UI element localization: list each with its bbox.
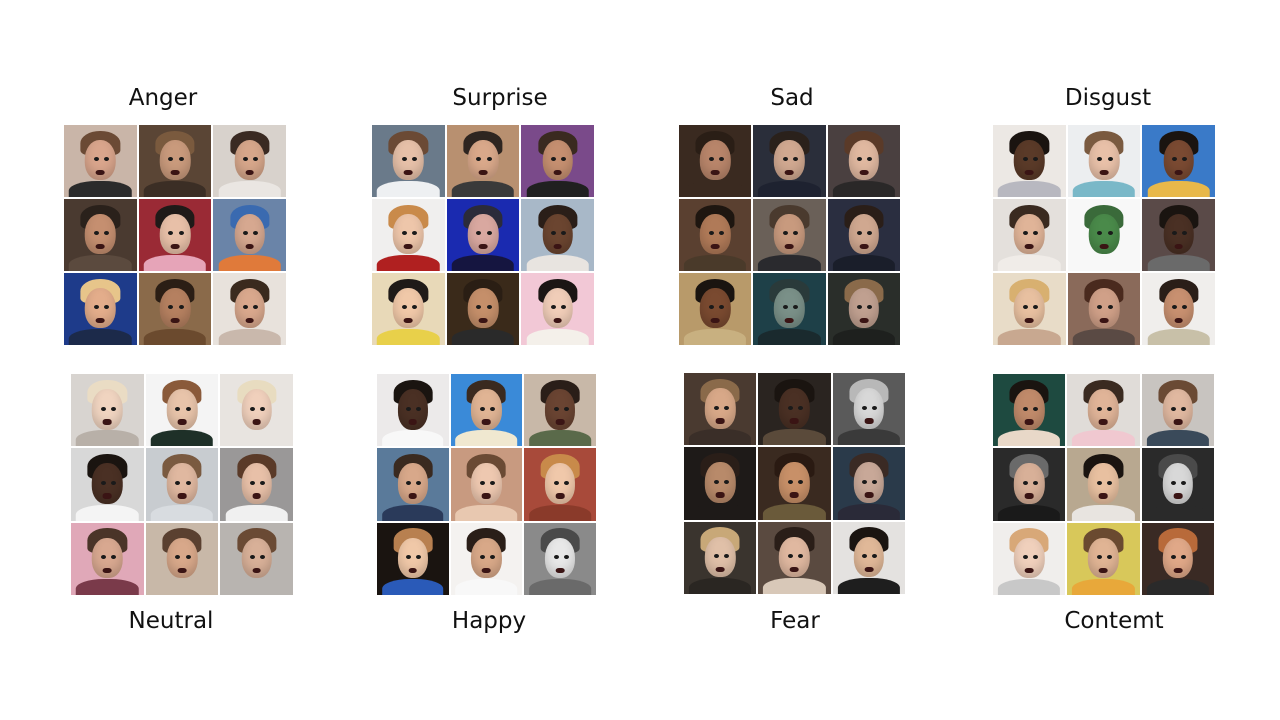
face-photo <box>1067 199 1141 271</box>
face-photo <box>138 273 212 345</box>
face-photo <box>521 273 594 345</box>
contempt-image-grid <box>993 374 1214 595</box>
face-photo <box>521 199 594 271</box>
label-contempt: Contemt <box>1064 608 1164 634</box>
face-photo <box>213 273 286 345</box>
label-neutral: Neutral <box>128 608 214 634</box>
label-anger: Anger <box>128 85 198 111</box>
face-photo <box>64 125 137 197</box>
face-photo <box>1142 273 1215 345</box>
face-photo <box>450 522 523 595</box>
face-photo <box>1067 273 1141 345</box>
face-photo <box>993 199 1066 271</box>
face-photo <box>1141 522 1214 595</box>
face-photo <box>758 447 831 520</box>
face-photo <box>993 448 1066 521</box>
face-photo <box>377 448 449 521</box>
face-photo <box>832 521 905 594</box>
face-photo <box>758 521 831 594</box>
neutral-image-grid <box>71 374 293 595</box>
disgust-image-grid <box>993 125 1215 345</box>
face-photo <box>993 374 1066 447</box>
face-photo <box>1142 125 1215 197</box>
face-photo <box>753 125 826 197</box>
label-surprise: Surprise <box>452 85 548 111</box>
face-photo <box>71 448 144 521</box>
label-fear: Fear <box>770 608 820 634</box>
face-photo <box>753 199 826 271</box>
face-photo <box>213 125 286 197</box>
label-happy: Happy <box>451 608 527 634</box>
face-photo <box>827 273 900 345</box>
face-photo <box>1141 374 1214 447</box>
face-photo <box>758 373 831 446</box>
face-photo <box>1067 374 1140 447</box>
face-photo <box>1067 448 1140 521</box>
face-photo <box>521 125 594 197</box>
face-photo <box>64 273 137 345</box>
face-photo <box>145 448 219 521</box>
face-photo <box>684 521 757 594</box>
happy-image-grid <box>377 374 596 595</box>
face-photo <box>827 199 900 271</box>
face-photo <box>145 374 219 447</box>
anger-image-grid <box>64 125 286 345</box>
face-photo <box>1141 448 1214 521</box>
face-photo <box>64 199 137 271</box>
face-photo <box>446 199 520 271</box>
face-photo <box>832 373 905 446</box>
face-photo <box>138 199 212 271</box>
face-photo <box>71 374 144 447</box>
face-photo <box>993 522 1066 595</box>
label-disgust: Disgust <box>1064 85 1152 111</box>
face-photo <box>372 273 445 345</box>
fear-image-grid <box>684 373 905 594</box>
face-photo <box>377 374 449 447</box>
face-photo <box>446 125 520 197</box>
face-photo <box>827 125 900 197</box>
sad-image-grid <box>679 125 900 345</box>
face-photo <box>684 373 757 446</box>
face-photo <box>832 447 905 520</box>
face-photo <box>450 374 523 447</box>
face-photo <box>679 199 752 271</box>
face-photo <box>213 199 286 271</box>
face-photo <box>993 125 1066 197</box>
face-photo <box>524 448 596 521</box>
face-photo <box>679 125 752 197</box>
face-photo <box>524 374 596 447</box>
face-photo <box>1067 125 1141 197</box>
face-photo <box>679 273 752 345</box>
face-photo <box>1067 522 1140 595</box>
surprise-image-grid <box>372 125 594 345</box>
face-photo <box>71 522 144 595</box>
face-photo <box>446 273 520 345</box>
face-photo <box>220 374 293 447</box>
face-photo <box>220 448 293 521</box>
face-photo <box>524 522 596 595</box>
face-photo <box>145 522 219 595</box>
face-photo <box>1142 199 1215 271</box>
label-sad: Sad <box>770 85 814 111</box>
face-photo <box>372 125 445 197</box>
face-photo <box>684 447 757 520</box>
face-photo <box>450 448 523 521</box>
face-photo <box>138 125 212 197</box>
face-photo <box>753 273 826 345</box>
face-photo <box>372 199 445 271</box>
face-photo <box>993 273 1066 345</box>
face-photo <box>220 522 293 595</box>
face-photo <box>377 522 449 595</box>
